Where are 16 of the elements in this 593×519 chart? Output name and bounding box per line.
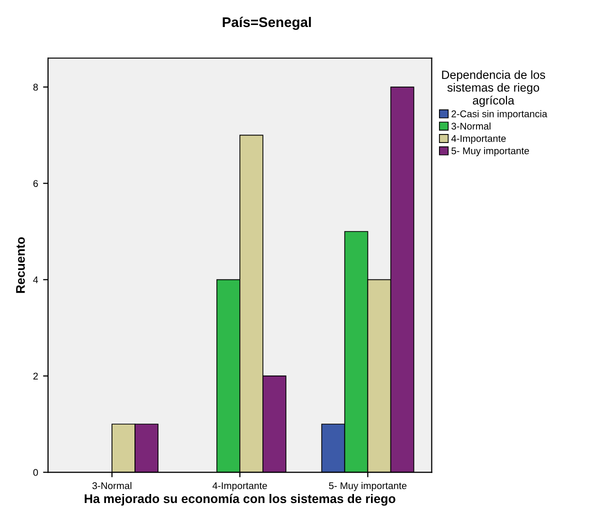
y-tick-label: 2 [33,372,38,380]
x-tick-label: 4-Importante [212,482,267,492]
legend-label: 4-Importante [451,135,506,144]
legend-label: 5- Muy importante [451,147,530,156]
legend-label: 3-Normal [451,122,490,130]
chart-title: País=Senegal [222,16,311,30]
x-tick-label: 5- Muy importante [328,482,407,492]
y-axis-title: Recuento [16,237,25,293]
y-tick-label: 4 [33,276,38,284]
legend-title: Dependencia de los sistemas de riego agrícola [442,70,546,107]
legend-label: 2-Casi sin importancia [452,110,548,120]
y-tick-label: 0 [33,469,38,476]
y-tick-label: 8 [33,84,38,91]
y-tick-label: 6 [33,180,38,187]
x-axis-title: Ha mejorado su economía con los sistemas de riego [84,494,396,506]
x-tick-label: 3-Normal [92,482,132,490]
